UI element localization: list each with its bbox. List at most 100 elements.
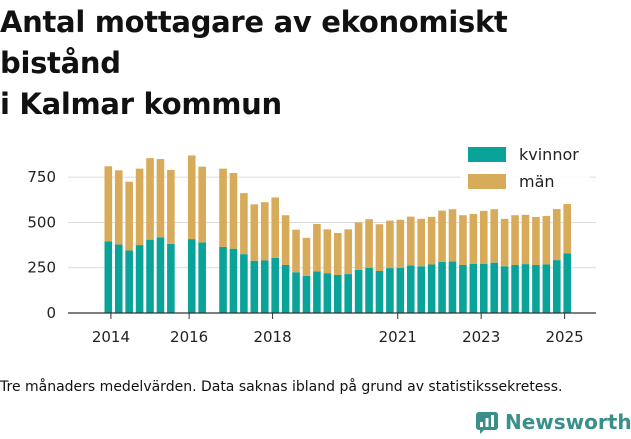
bar-män: [125, 181, 133, 251]
bar-kvinnor: [125, 250, 133, 313]
x-tick-label: 2025: [546, 328, 584, 346]
bar-kvinnor: [365, 267, 373, 313]
y-tick-label: 0: [46, 304, 56, 322]
bar-kvinnor: [354, 269, 363, 313]
bar-kvinnor: [490, 262, 499, 313]
x-tick-label: 2021: [379, 328, 417, 346]
bar-män: [406, 216, 415, 266]
newsworthy-brand[interactable]: Newsworthy: [475, 407, 631, 437]
bar-män: [219, 168, 227, 247]
bar-kvinnor: [448, 261, 457, 313]
bar-män: [459, 215, 467, 266]
bar-kvinnor: [563, 253, 572, 313]
bar-män: [500, 218, 509, 267]
bar-män: [167, 169, 175, 244]
bar-män: [521, 214, 530, 265]
bar-kvinnor: [198, 242, 206, 313]
bar-kvinnor: [156, 237, 165, 313]
bar-män: [313, 223, 321, 272]
bar-kvinnor: [459, 265, 467, 313]
bar-kvinnor: [344, 274, 352, 313]
bar-män: [260, 202, 269, 261]
bar-män: [229, 173, 238, 249]
bar-män: [135, 168, 144, 246]
bar-kvinnor: [146, 239, 154, 313]
bar-män: [552, 209, 561, 261]
legend-label-kvinnor: kvinnor: [519, 145, 579, 164]
bar-män: [563, 203, 572, 254]
y-tick-label: 500: [27, 213, 56, 231]
bar-kvinnor: [406, 265, 415, 313]
bar-kvinnor: [552, 260, 561, 313]
bar-kvinnor: [511, 265, 519, 313]
chart-title: Antal mottagare av ekonomiskt bistånd i …: [0, 5, 508, 121]
bar-män: [323, 229, 332, 274]
bar-män: [542, 215, 551, 265]
chart-caption: Tre månaders medelvärden. Data saknas ib…: [0, 379, 563, 395]
legend-label-män: män: [519, 172, 555, 191]
bar-kvinnor: [542, 264, 551, 313]
bar-män: [250, 204, 259, 261]
bar-kvinnor: [250, 260, 259, 313]
bar-kvinnor: [417, 266, 425, 313]
bar-män: [333, 232, 342, 275]
bar-män: [375, 224, 384, 271]
bar-män: [104, 166, 113, 242]
bar-män: [365, 219, 373, 268]
bar-män: [292, 229, 300, 273]
bar-kvinnor: [281, 265, 290, 313]
bar-kvinnor: [479, 263, 488, 313]
bar-män: [198, 166, 206, 243]
legend-swatch-män: [468, 174, 506, 189]
bar-kvinnor: [219, 246, 227, 313]
brand-name: Newsworthy: [505, 410, 631, 434]
y-tick-label: 250: [27, 259, 56, 277]
bar-kvinnor: [333, 274, 342, 313]
x-tick-label: 2016: [170, 328, 208, 346]
bar-män: [156, 159, 165, 238]
bar-kvinnor: [532, 265, 540, 313]
bar-män: [479, 210, 488, 264]
bar-kvinnor: [375, 270, 384, 313]
bar-kvinnor: [114, 244, 123, 313]
bar-män: [281, 215, 290, 266]
bar-män: [354, 222, 363, 270]
bar-män: [187, 155, 196, 240]
chart-plot: 0 250 500 750 2014 2016 2018 2021 2023 2025 kvin…: [27, 145, 596, 346]
bar-kvinnor: [438, 261, 446, 313]
bar-män: [344, 229, 352, 275]
bar-kvinnor: [396, 267, 405, 313]
bar-män: [532, 217, 540, 266]
bar-män: [240, 193, 248, 255]
bar-kvinnor: [271, 257, 279, 313]
bar-män: [271, 197, 279, 258]
bar-kvinnor: [260, 260, 269, 313]
x-tick-label: 2014: [92, 328, 130, 346]
bar-män: [396, 219, 405, 268]
bar-kvinnor: [386, 268, 394, 313]
bar-kvinnor: [229, 248, 238, 313]
bar-män: [469, 213, 478, 264]
bar-kvinnor: [240, 254, 248, 313]
x-tick-label: 2023: [462, 328, 500, 346]
bar-män: [511, 215, 519, 266]
bar-män: [448, 209, 457, 262]
bar-kvinnor: [104, 241, 113, 313]
y-tick-label: 750: [27, 168, 56, 186]
bar-män: [146, 158, 154, 240]
bar-kvinnor: [313, 271, 321, 313]
bar-män: [417, 218, 425, 267]
bar-män: [490, 209, 499, 263]
bar-män: [438, 210, 446, 262]
x-tick-label: 2018: [253, 328, 291, 346]
bar-män: [302, 237, 311, 276]
bar-kvinnor: [135, 245, 144, 313]
bar-kvinnor: [302, 275, 311, 313]
bar-kvinnor: [500, 266, 509, 313]
bar-kvinnor: [427, 264, 436, 313]
bar-kvinnor: [323, 273, 332, 313]
bar-män: [386, 220, 394, 269]
bar-män: [114, 170, 123, 245]
legend-swatch-kvinnor: [468, 147, 506, 162]
bar-kvinnor: [292, 272, 300, 313]
